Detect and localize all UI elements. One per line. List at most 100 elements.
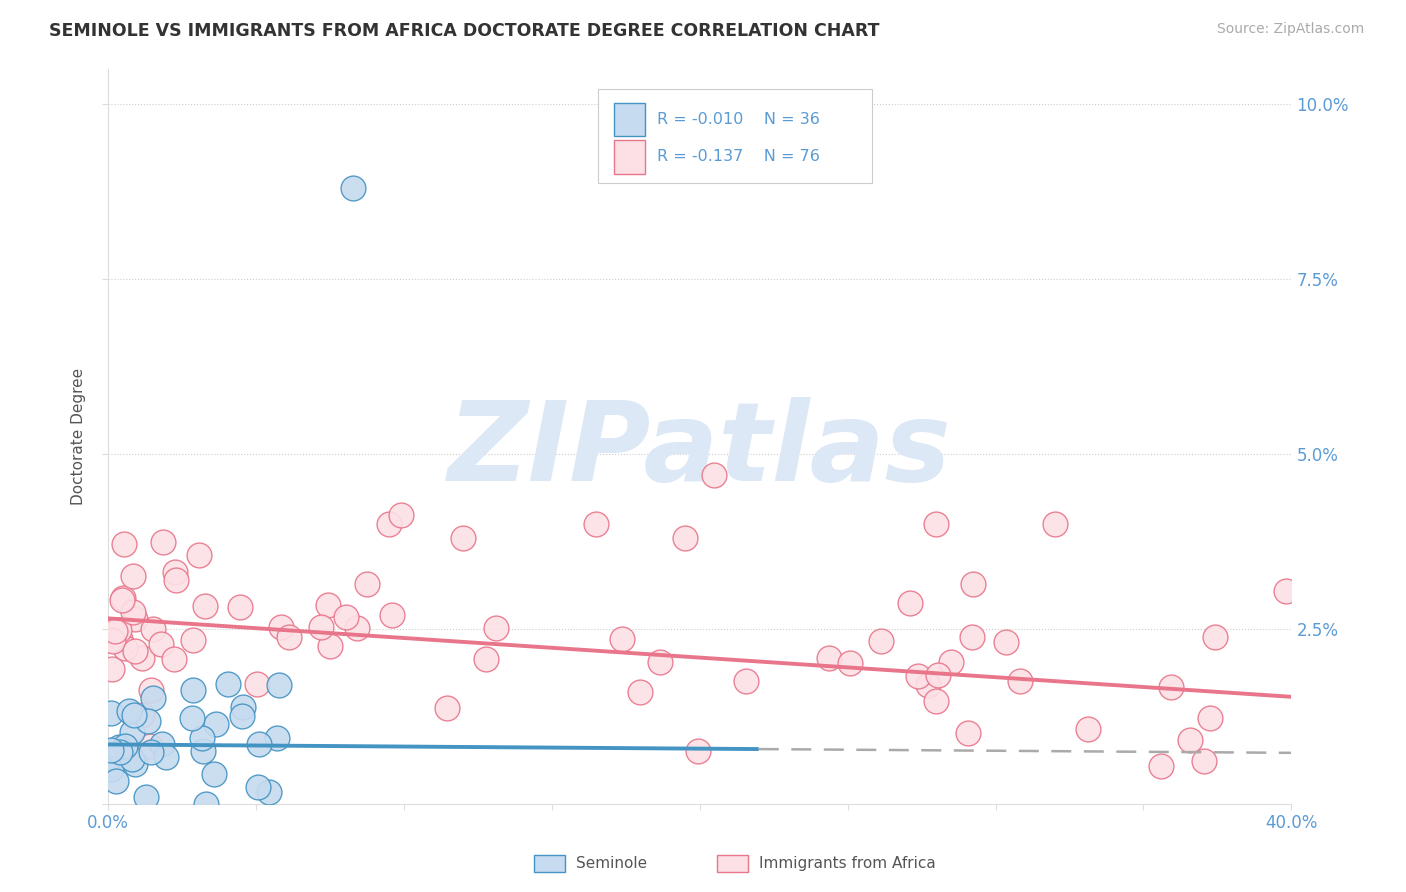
Point <box>100 750 122 764</box>
Point <box>309 620 332 634</box>
Point <box>181 711 204 725</box>
Point <box>381 608 404 623</box>
Point <box>204 717 226 731</box>
Point <box>101 662 124 676</box>
Point <box>229 599 252 614</box>
Point <box>150 637 173 651</box>
Point <box>217 676 239 690</box>
Point <box>112 536 135 550</box>
Point <box>124 757 146 772</box>
Point <box>962 577 984 591</box>
Point <box>389 508 412 522</box>
Point <box>342 180 364 194</box>
Text: SEMINOLE VS IMMIGRANTS FROM AFRICA DOCTORATE DEGREE CORRELATION CHART: SEMINOLE VS IMMIGRANTS FROM AFRICA DOCTO… <box>49 22 880 40</box>
Point <box>111 591 134 606</box>
Point <box>356 577 378 591</box>
Point <box>927 668 949 682</box>
Point <box>451 531 474 545</box>
Point <box>917 678 939 692</box>
Point <box>195 797 218 811</box>
Text: Source: ZipAtlas.com: Source: ZipAtlas.com <box>1216 22 1364 37</box>
Point <box>108 745 131 759</box>
Point <box>110 592 132 607</box>
Point <box>231 709 253 723</box>
Point <box>114 739 136 753</box>
Point <box>100 743 122 757</box>
Point <box>1180 733 1202 747</box>
Point <box>839 656 862 670</box>
Text: R = -0.010    N = 36: R = -0.010 N = 36 <box>657 112 820 127</box>
Point <box>898 596 921 610</box>
Point <box>335 610 357 624</box>
Point <box>316 599 339 613</box>
Point <box>191 731 214 745</box>
Point <box>485 621 508 635</box>
Point <box>1010 674 1032 689</box>
Point <box>142 622 165 636</box>
Point <box>110 632 132 647</box>
Point <box>124 611 146 625</box>
Point <box>181 633 204 648</box>
Point <box>650 655 672 669</box>
Point <box>247 738 270 752</box>
Point <box>1160 680 1182 694</box>
Point <box>1192 755 1215 769</box>
Point <box>138 739 160 754</box>
Point <box>122 605 145 619</box>
Text: Immigrants from Africa: Immigrants from Africa <box>759 856 936 871</box>
Point <box>155 750 177 764</box>
Point <box>135 790 157 805</box>
Text: ZIPatlas: ZIPatlas <box>447 398 952 505</box>
Point <box>122 569 145 583</box>
Point <box>100 706 122 721</box>
Point <box>270 620 292 634</box>
Point <box>124 644 146 658</box>
Point <box>630 685 652 699</box>
Point <box>1274 584 1296 599</box>
Point <box>191 744 214 758</box>
Point <box>956 726 979 740</box>
Point <box>907 669 929 683</box>
Point <box>118 704 141 718</box>
Point <box>202 767 225 781</box>
Point <box>436 701 458 715</box>
Point <box>163 652 186 666</box>
Y-axis label: Doctorate Degree: Doctorate Degree <box>72 368 86 505</box>
Point <box>194 599 217 613</box>
Point <box>165 573 187 587</box>
Point <box>136 714 159 728</box>
Point <box>1150 758 1173 772</box>
Point <box>100 762 122 776</box>
Point <box>108 624 131 638</box>
Point <box>994 634 1017 648</box>
Point <box>346 621 368 635</box>
Point <box>152 535 174 549</box>
Point <box>475 651 498 665</box>
Point <box>108 739 131 754</box>
Point <box>131 651 153 665</box>
Point <box>1204 631 1226 645</box>
Point <box>101 634 124 648</box>
Point <box>1077 722 1099 736</box>
Point <box>1043 516 1066 531</box>
Point <box>585 516 607 531</box>
Point <box>939 655 962 669</box>
Text: Seminole: Seminole <box>576 856 648 871</box>
Point <box>686 744 709 758</box>
Point <box>673 531 696 545</box>
Point <box>121 752 143 766</box>
Point <box>1198 711 1220 725</box>
Point <box>269 678 291 692</box>
Point <box>246 780 269 795</box>
Text: R = -0.137    N = 76: R = -0.137 N = 76 <box>657 150 820 164</box>
Point <box>734 673 756 688</box>
Point <box>131 707 153 722</box>
Point <box>610 632 633 646</box>
Point <box>925 694 948 708</box>
Point <box>962 631 984 645</box>
Point <box>232 700 254 714</box>
Point <box>925 516 948 531</box>
Point <box>266 731 288 745</box>
Point <box>105 774 128 789</box>
Point <box>104 624 127 639</box>
